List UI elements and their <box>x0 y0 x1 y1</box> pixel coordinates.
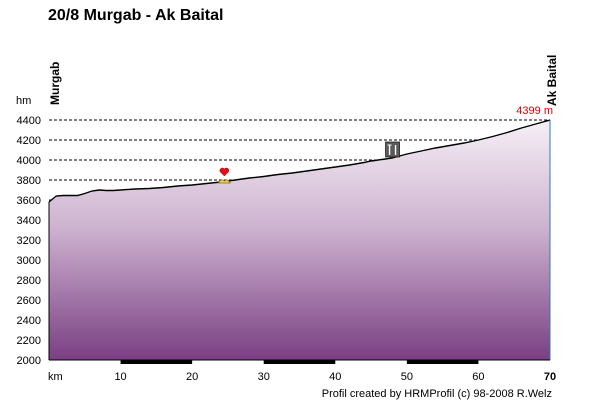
distance-bar-segment <box>263 360 336 364</box>
y-tick-label: 3000 <box>17 255 41 267</box>
markers <box>217 141 400 184</box>
profile-area <box>49 120 550 360</box>
y-tick-label: 3600 <box>17 195 41 207</box>
y-tick-label: 4400 <box>17 115 41 127</box>
x-tick-labels: 10 20 30 40 50 60 70 <box>114 371 556 383</box>
x-tick-label: 10 <box>114 371 126 383</box>
y-tick-label: 2200 <box>17 335 41 347</box>
end-elevation-label: 4399 m <box>516 105 553 117</box>
y-axis-label: hm <box>16 95 31 107</box>
distance-bar-segment <box>406 360 479 364</box>
x-tick-label: 20 <box>186 371 198 383</box>
y-tick-label: 2400 <box>17 315 41 327</box>
y-tick-label: 4000 <box>17 155 41 167</box>
y-tick-label: 2800 <box>17 275 41 287</box>
y-tick-label: 3200 <box>17 235 41 247</box>
x-tick-label: 70 <box>544 371 556 383</box>
chart-title: 20/8 Murgab - Ak Baital <box>48 7 223 24</box>
restaurant-icon <box>385 141 400 158</box>
x-tick-label: 40 <box>329 371 341 383</box>
x-tick-label: 30 <box>258 371 270 383</box>
distance-bar-segment <box>120 360 193 364</box>
end-location-label: Ak Baital <box>545 55 559 106</box>
y-tick-label: 2000 <box>17 355 41 367</box>
profile-line <box>48 119 551 203</box>
y-tick-labels: 2000 2200 2400 2600 2800 3000 3200 3400 3600 3800… <box>17 115 41 367</box>
heart-icon <box>217 167 231 184</box>
credit-text: Profil created by HRMProfil (c) 98-2008 … <box>322 388 552 400</box>
x-tick-label: 60 <box>472 371 484 383</box>
y-tick-label: 2600 <box>17 295 41 307</box>
y-tick-label: 4200 <box>17 135 41 147</box>
y-tick-label: 3800 <box>17 175 41 187</box>
y-tick-label: 3400 <box>17 215 41 227</box>
x-axis-label: km <box>48 371 63 383</box>
start-location-label: Murgab <box>48 62 62 105</box>
x-distance-bar <box>120 360 479 364</box>
x-tick-label: 50 <box>401 371 413 383</box>
